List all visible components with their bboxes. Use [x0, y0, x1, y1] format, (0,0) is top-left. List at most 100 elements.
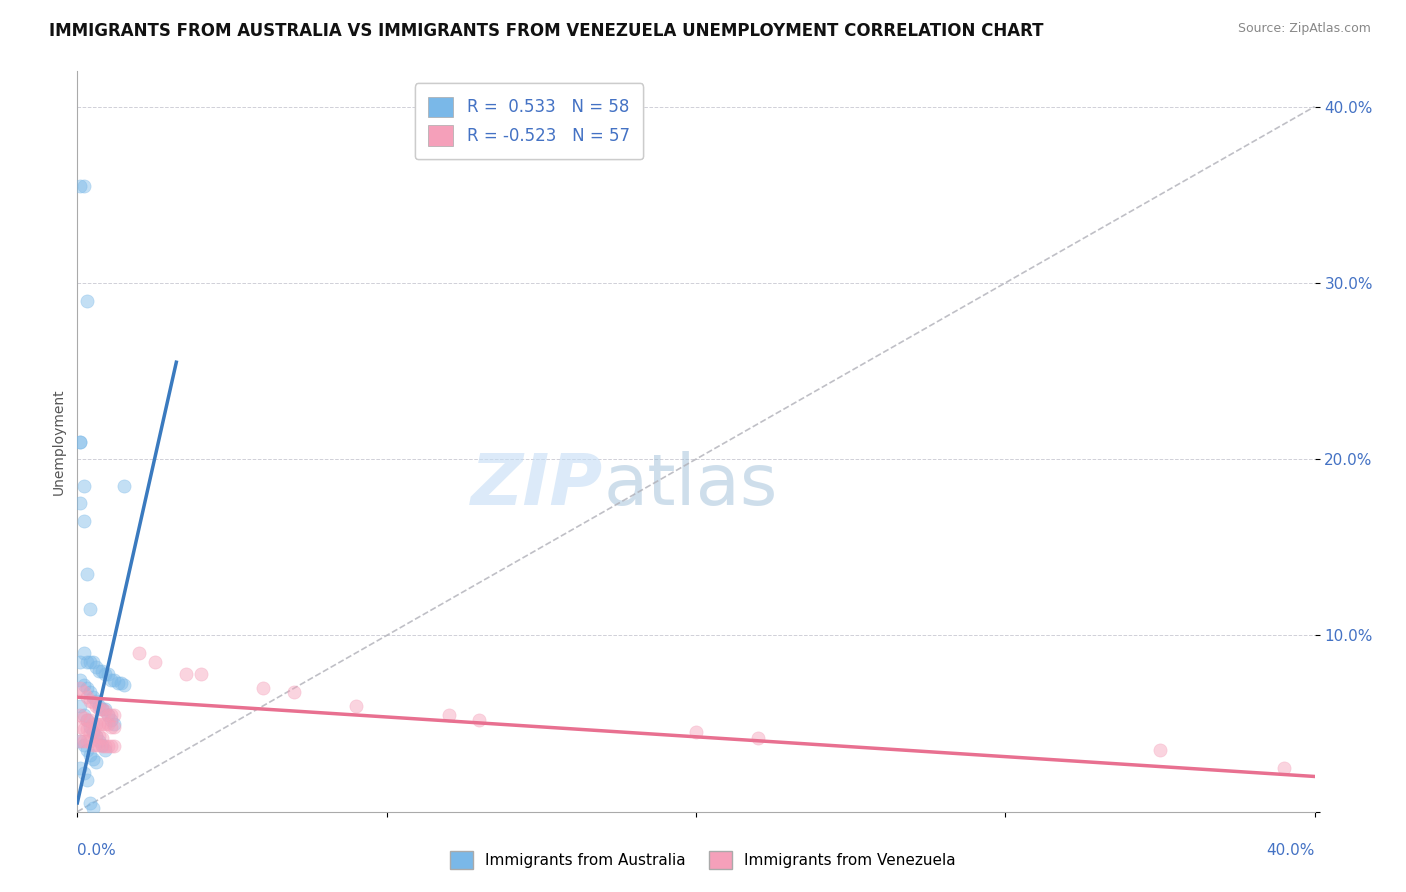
Point: [69, 434, 91, 449]
Point: [1149, 743, 1171, 757]
Point: [69, 698, 91, 713]
Point: [82, 725, 104, 739]
Point: [143, 655, 166, 669]
Point: [91, 738, 114, 752]
Point: [82, 716, 104, 731]
Point: [87, 716, 110, 731]
Point: [344, 698, 367, 713]
Point: [94, 743, 117, 757]
Point: [91, 664, 114, 678]
Point: [72, 514, 94, 528]
Point: [69, 673, 91, 687]
Point: [79, 725, 101, 739]
Point: [91, 702, 114, 716]
Point: [84, 729, 107, 743]
Text: atlas: atlas: [603, 451, 778, 520]
Point: [103, 707, 125, 722]
Point: [190, 667, 212, 681]
Point: [69, 734, 91, 748]
Point: [84, 660, 107, 674]
Point: [87, 729, 110, 743]
Point: [100, 673, 122, 687]
Point: [100, 713, 122, 727]
Point: [69, 496, 91, 510]
Point: [1272, 761, 1295, 775]
Point: [76, 772, 98, 787]
Point: [69, 681, 91, 696]
Point: [103, 716, 125, 731]
Legend: Immigrants from Australia, Immigrants from Venezuela: Immigrants from Australia, Immigrants fr…: [444, 845, 962, 875]
Point: [72, 722, 94, 736]
Point: [76, 743, 98, 757]
Text: ZIP: ZIP: [471, 451, 603, 520]
Point: [79, 734, 101, 748]
Point: [72, 707, 94, 722]
Point: [97, 667, 120, 681]
Point: [72, 734, 94, 748]
Point: [97, 716, 120, 731]
Point: [82, 655, 104, 669]
Point: [437, 707, 460, 722]
Point: [79, 713, 101, 727]
Text: IMMIGRANTS FROM AUSTRALIA VS IMMIGRANTS FROM VENEZUELA UNEMPLOYMENT CORRELATION : IMMIGRANTS FROM AUSTRALIA VS IMMIGRANTS …: [49, 22, 1043, 40]
Point: [76, 293, 98, 308]
Point: [103, 673, 125, 687]
Point: [69, 434, 91, 449]
Point: [72, 685, 94, 699]
Point: [174, 667, 197, 681]
Point: [94, 667, 117, 681]
Text: 40.0%: 40.0%: [1267, 844, 1315, 858]
Point: [82, 725, 104, 739]
Point: [87, 698, 110, 713]
Point: [72, 178, 94, 193]
Point: [103, 739, 125, 754]
Point: [69, 720, 91, 734]
Point: [747, 731, 769, 745]
Point: [94, 739, 117, 754]
Point: [72, 766, 94, 780]
Point: [94, 704, 117, 718]
Point: [87, 738, 110, 752]
Point: [76, 734, 98, 748]
Point: [107, 676, 129, 690]
Point: [72, 646, 94, 660]
Point: [76, 690, 98, 705]
Point: [72, 738, 94, 752]
Point: [79, 602, 101, 616]
Point: [87, 734, 110, 748]
Point: [69, 734, 91, 748]
Point: [72, 678, 94, 692]
Point: [87, 702, 110, 716]
Point: [97, 707, 120, 722]
Point: [100, 707, 122, 722]
Point: [94, 702, 117, 716]
Y-axis label: Unemployment: Unemployment: [52, 388, 66, 495]
Point: [82, 752, 104, 766]
Point: [84, 716, 107, 731]
Point: [69, 707, 91, 722]
Point: [84, 729, 107, 743]
Text: Source: ZipAtlas.com: Source: ZipAtlas.com: [1237, 22, 1371, 36]
Point: [91, 716, 114, 731]
Point: [69, 178, 91, 193]
Point: [91, 739, 114, 754]
Point: [84, 698, 107, 713]
Point: [91, 702, 114, 716]
Point: [82, 738, 104, 752]
Point: [76, 655, 98, 669]
Point: [84, 694, 107, 708]
Point: [69, 761, 91, 775]
Point: [79, 694, 101, 708]
Point: [79, 655, 101, 669]
Point: [79, 685, 101, 699]
Point: [82, 690, 104, 705]
Point: [97, 739, 120, 754]
Point: [128, 646, 150, 660]
Text: 0.0%: 0.0%: [77, 844, 117, 858]
Point: [79, 720, 101, 734]
Point: [72, 478, 94, 492]
Point: [76, 722, 98, 736]
Point: [84, 738, 107, 752]
Point: [112, 478, 135, 492]
Point: [82, 695, 104, 709]
